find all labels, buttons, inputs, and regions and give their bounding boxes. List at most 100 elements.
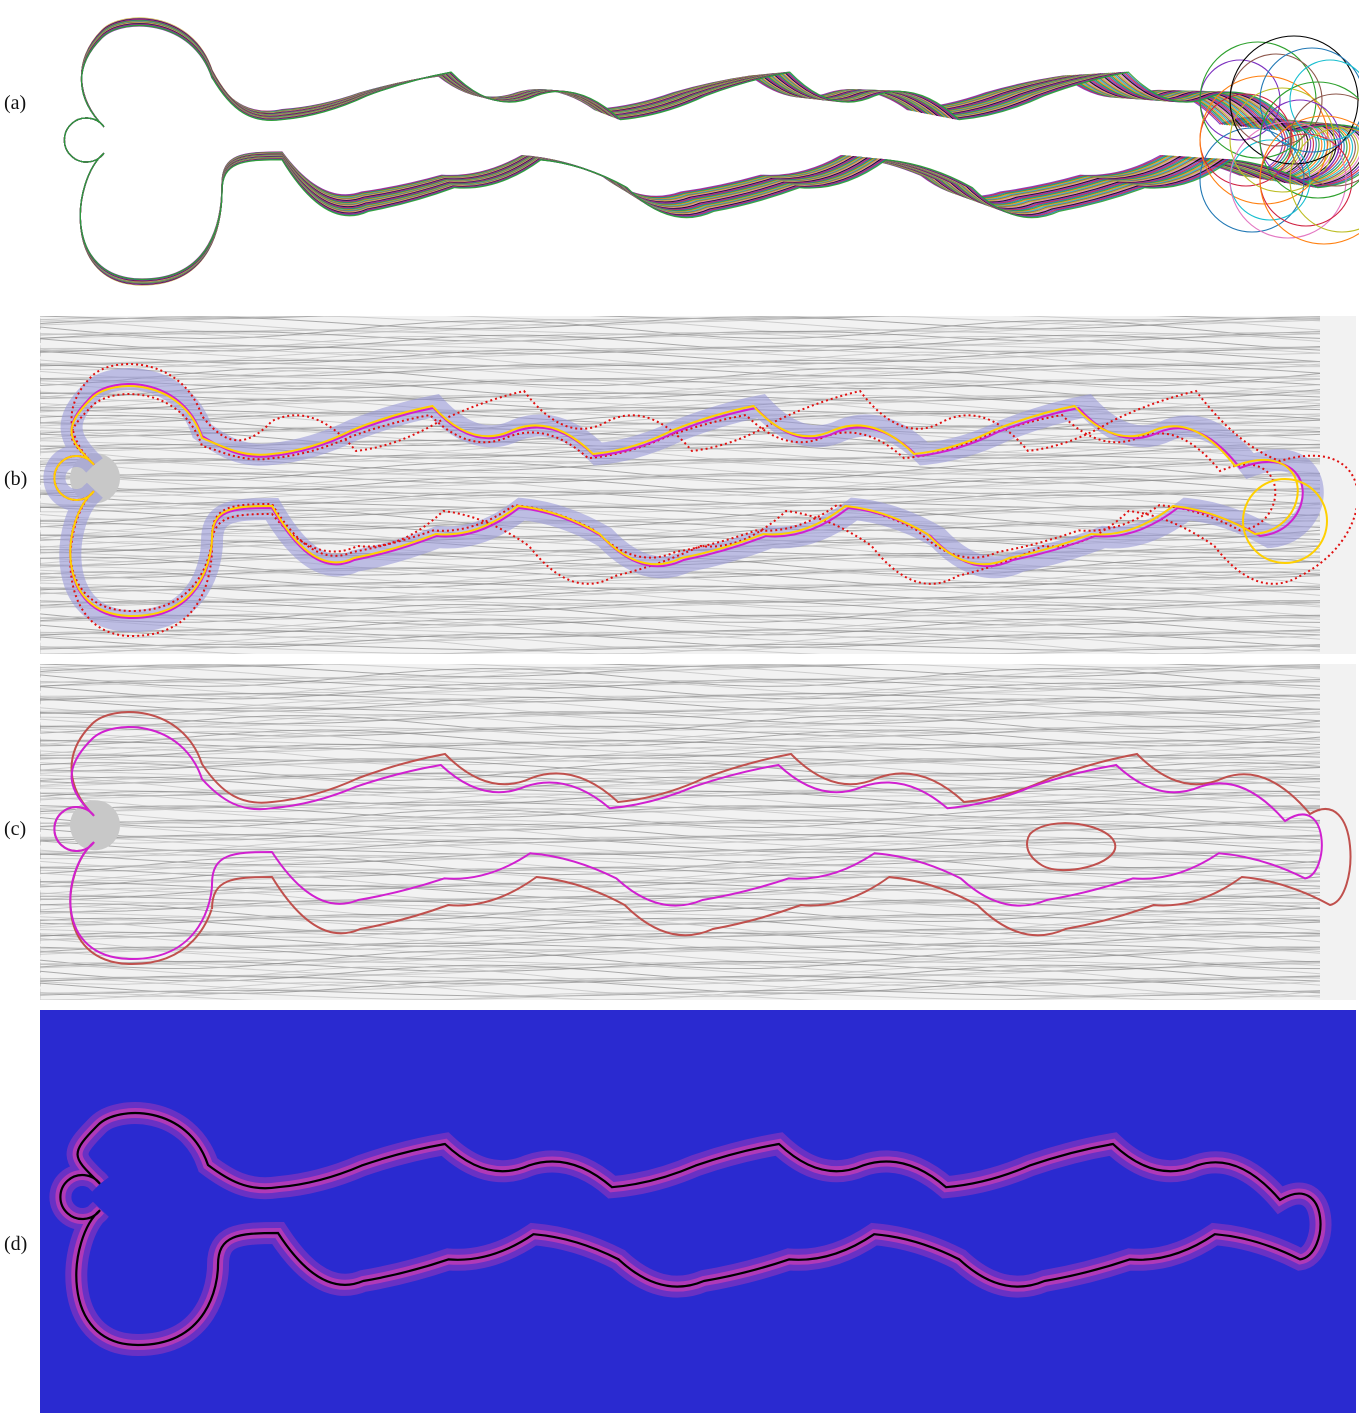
streamline bbox=[40, 836, 1321, 850]
streamline bbox=[40, 822, 1321, 838]
streamline bbox=[40, 585, 1321, 601]
panel-a-plot bbox=[63, 17, 1359, 286]
tail-loop bbox=[1289, 127, 1359, 233]
streamline bbox=[40, 472, 1321, 484]
streamline bbox=[40, 664, 1321, 678]
streamline bbox=[40, 681, 1321, 697]
panel-d-density bbox=[40, 1010, 1356, 1413]
ensemble-curve bbox=[63, 21, 1356, 283]
streamline bbox=[40, 930, 1321, 944]
streamline bbox=[40, 393, 1321, 405]
streamline bbox=[40, 630, 1321, 642]
streamline bbox=[40, 456, 1321, 468]
ensemble-curve bbox=[63, 22, 1300, 282]
streamline bbox=[40, 446, 1321, 466]
streamline bbox=[40, 712, 1321, 728]
tail-loop bbox=[1289, 93, 1359, 187]
ensemble-curve bbox=[63, 17, 1334, 286]
cylinder bbox=[70, 800, 120, 851]
streamline bbox=[40, 773, 1321, 787]
mean-curve bbox=[53, 385, 1299, 618]
ensemble-curve bbox=[63, 19, 1342, 285]
tail-loop bbox=[1229, 121, 1347, 239]
streamline bbox=[40, 754, 1321, 762]
ensemble-curve bbox=[63, 24, 1292, 281]
streamline bbox=[40, 696, 1321, 712]
streamline bbox=[40, 328, 1321, 336]
ensemble-curve bbox=[63, 20, 1348, 284]
streamline bbox=[40, 870, 1321, 888]
streamline bbox=[40, 586, 1321, 604]
streamline bbox=[40, 837, 1321, 853]
streamline bbox=[40, 975, 1321, 985]
streamline bbox=[40, 602, 1321, 620]
streamline bbox=[40, 742, 1321, 756]
streamline bbox=[40, 792, 1321, 810]
streamline bbox=[40, 839, 1321, 857]
streamline bbox=[40, 927, 1321, 935]
streamline bbox=[40, 724, 1321, 734]
streamline bbox=[40, 488, 1321, 500]
streamline bbox=[40, 882, 1321, 894]
streamline bbox=[40, 707, 1321, 715]
density-background bbox=[40, 1010, 1356, 1413]
panel-d-plot bbox=[40, 1010, 1356, 1413]
streamline bbox=[40, 380, 1321, 396]
streamline bbox=[40, 897, 1321, 906]
ensemble-curve bbox=[63, 23, 1295, 282]
streamline bbox=[40, 475, 1321, 491]
streamline bbox=[40, 461, 1321, 481]
ensemble-curve bbox=[63, 21, 1306, 283]
streamline bbox=[40, 777, 1321, 797]
streamline bbox=[40, 899, 1321, 913]
streamline bbox=[40, 646, 1321, 654]
streamline bbox=[40, 329, 1321, 339]
tail-loop bbox=[1259, 47, 1359, 153]
streamline bbox=[40, 367, 1321, 387]
ensemble-curve bbox=[63, 22, 1359, 283]
ensemble-curve bbox=[63, 17, 1328, 286]
streamline bbox=[40, 853, 1321, 869]
streamline bbox=[40, 980, 1321, 998]
ensemble-curve bbox=[63, 20, 1314, 284]
panel-label-c: (c) bbox=[4, 818, 27, 840]
panel-label-a: (a) bbox=[4, 92, 27, 114]
streamline bbox=[40, 965, 1321, 985]
streamline bbox=[40, 805, 1321, 819]
streamline bbox=[40, 991, 1321, 1000]
ensemble-curve bbox=[63, 18, 1339, 285]
streamline bbox=[40, 349, 1321, 364]
streamline bbox=[40, 320, 1321, 339]
panel-b-plot bbox=[40, 316, 1356, 654]
streamline bbox=[40, 804, 1321, 816]
streamline bbox=[40, 960, 1321, 972]
streamline bbox=[40, 584, 1321, 598]
streamline bbox=[40, 741, 1321, 753]
streamline bbox=[40, 948, 1321, 966]
streamline bbox=[40, 807, 1321, 825]
ensemble-curve bbox=[63, 19, 1345, 284]
panel-a-ensemble bbox=[60, 0, 1359, 300]
streamline bbox=[40, 391, 1321, 399]
panel-c-streamlines bbox=[40, 664, 1356, 1000]
streamline bbox=[40, 868, 1321, 882]
streamline bbox=[40, 933, 1321, 951]
ensemble-curve bbox=[63, 20, 1312, 284]
streamline bbox=[40, 677, 1321, 687]
streamline bbox=[40, 900, 1321, 916]
streamline bbox=[40, 679, 1321, 693]
tail-loop bbox=[1259, 81, 1359, 199]
streamline-background bbox=[40, 316, 1356, 654]
streamline bbox=[40, 725, 1321, 737]
streamline bbox=[40, 335, 1321, 355]
outer-curve bbox=[53, 711, 1352, 966]
streamline bbox=[40, 583, 1321, 595]
streamline bbox=[40, 793, 1321, 813]
black-curve bbox=[59, 1111, 1322, 1347]
streamline bbox=[40, 476, 1321, 494]
streamline bbox=[40, 459, 1321, 475]
ensemble-curve bbox=[63, 17, 1331, 286]
streamline bbox=[40, 317, 1321, 333]
streamline bbox=[40, 898, 1321, 910]
ensemble-curve bbox=[63, 20, 1351, 284]
